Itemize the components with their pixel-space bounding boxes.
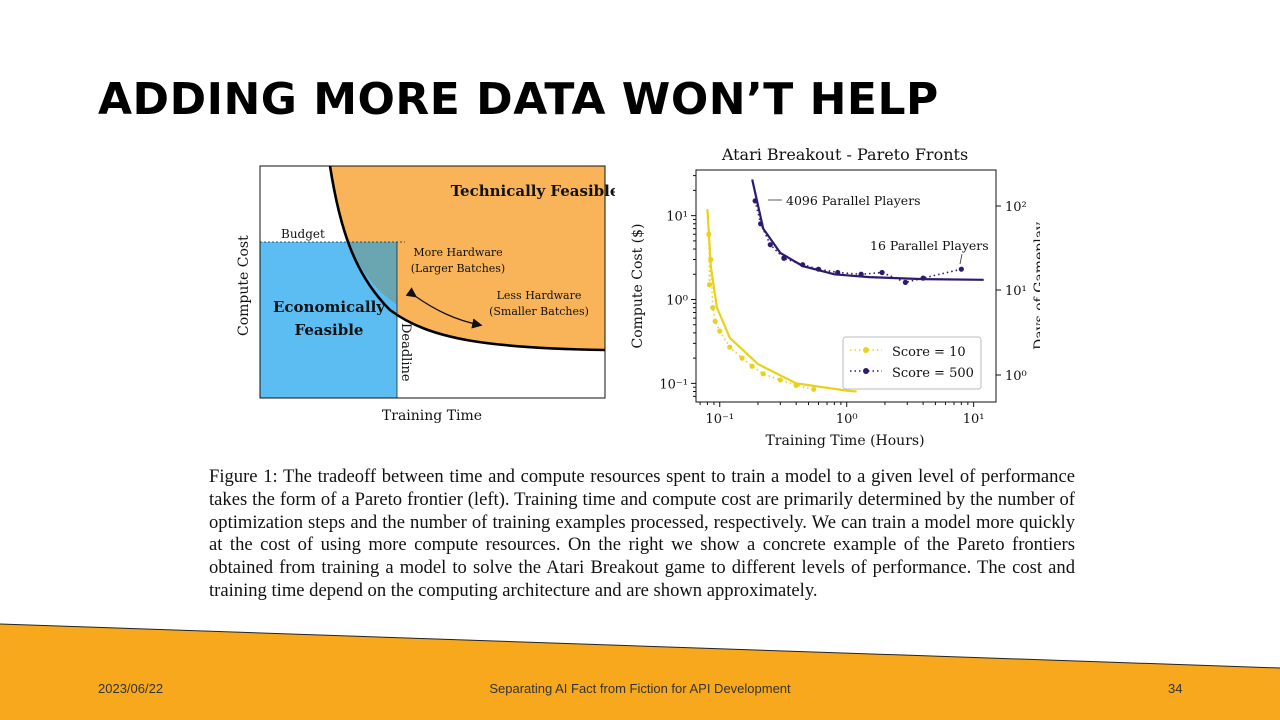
- series-0-point: [811, 386, 817, 392]
- economically-feasible-label-1: Economically: [273, 298, 386, 316]
- legend-marker-1: [863, 368, 869, 374]
- y-tick-label: 10⁰: [666, 294, 688, 309]
- tradeoff-arrow: [405, 287, 483, 329]
- legend-label-score-500: Score = 500: [892, 366, 974, 381]
- legend-marker-0: [863, 347, 869, 353]
- page-number: 34: [1168, 681, 1183, 696]
- y-tick-label: 10¹: [666, 210, 688, 225]
- y-tick-label: 10⁻¹: [659, 377, 688, 392]
- less-hardware-label-1: Less Hardware: [497, 289, 582, 302]
- series-1-point: [958, 266, 964, 272]
- annotation-4096: 4096 Parallel Players: [786, 193, 921, 208]
- series-0-point: [777, 377, 783, 383]
- series-0-point: [760, 371, 766, 377]
- plot-frame: [259, 165, 606, 399]
- x-axis-label: Training Time: [382, 408, 482, 424]
- series-1-point: [920, 275, 926, 281]
- series-1-point: [835, 269, 841, 276]
- chart-plot-area: 10⁻¹ 10⁰ 10¹ 10⁻¹ 10⁰ 10¹ 10⁰ 10¹ 10²: [659, 169, 1027, 427]
- footer-band-edge: [0, 623, 1280, 669]
- series-0-point: [717, 328, 723, 334]
- more-hardware-label-2: (Larger Batches): [411, 262, 505, 275]
- series-1-point: [879, 269, 885, 276]
- series-0-point: [749, 363, 755, 369]
- series-1-point: [758, 221, 764, 227]
- series-0-fit-line: [706, 208, 857, 393]
- technically-feasible-label: Technically Feasible: [451, 182, 615, 200]
- series-0-point: [739, 355, 745, 361]
- economically-feasible-label-2: Feasible: [295, 321, 364, 339]
- budget-label: Budget: [281, 227, 325, 241]
- y-axis-label: Compute Cost: [236, 235, 252, 336]
- chart-legend: Score = 10 Score = 500: [842, 336, 982, 390]
- x-tick-label: 10¹: [963, 412, 985, 427]
- y2-tick-label: 10¹: [1005, 284, 1027, 299]
- technically-feasible-region: [330, 166, 605, 350]
- x-tick-label: 10⁰: [836, 412, 858, 427]
- series-0-point: [727, 344, 733, 350]
- annotation-16-leader: [959, 253, 963, 265]
- legend-label-score-10: Score = 10: [892, 345, 966, 360]
- atari-chart: 10⁻¹ 10⁰ 10¹ 10⁻¹ 10⁰ 10¹ 10⁰ 10¹ 10² Atari Brea…: [630, 145, 1040, 449]
- series-0-point: [710, 305, 716, 311]
- chart-y2-label: Days of Gameplay: [1032, 222, 1040, 350]
- series-1-point: [781, 255, 787, 261]
- series-1-point: [752, 198, 758, 204]
- pareto-curve: [328, 165, 606, 352]
- more-hardware-label-1: More Hardware: [413, 246, 502, 259]
- footer-band-shape: [0, 624, 1280, 720]
- y2-tick-label: 10⁰: [1005, 369, 1027, 384]
- series-0-point: [708, 256, 714, 263]
- slide-title: ADDING MORE DATA WON’T HELP: [98, 74, 939, 125]
- series-1-point: [767, 242, 773, 248]
- series-0-point: [706, 282, 713, 288]
- footer-date: 2023/06/22: [98, 681, 164, 696]
- annotation-16: 16 Parallel Players: [870, 238, 989, 253]
- chart-frame: [695, 169, 997, 403]
- series-1-dotted-line: [754, 200, 962, 284]
- less-hardware-label-2: (Smaller Batches): [489, 305, 589, 318]
- series-0-point: [706, 231, 712, 237]
- y2-tick-label: 10²: [1005, 200, 1027, 215]
- chart-x-label: Training Time (Hours): [765, 433, 924, 449]
- deadline-label: Deadline: [398, 323, 413, 382]
- x-tick-label: 10⁻¹: [705, 412, 734, 427]
- series-0-point: [793, 382, 799, 388]
- footer-title: Separating AI Fact from Fiction for API …: [489, 681, 791, 696]
- series-1-point: [858, 271, 864, 277]
- series-1-point: [800, 262, 806, 268]
- pareto-diagram: Technically Feasible Economically Feasib…: [236, 165, 615, 424]
- chart-y-label: Compute Cost ($): [630, 224, 646, 349]
- figure-caption: Figure 1: The tradeoff between time and …: [209, 466, 1075, 601]
- overlap-region: [348, 242, 397, 305]
- series-1-point: [902, 279, 908, 285]
- series-1-point: [815, 266, 822, 272]
- series-0-point: [712, 318, 718, 324]
- chart-title: Atari Breakout - Pareto Fronts: [721, 145, 968, 164]
